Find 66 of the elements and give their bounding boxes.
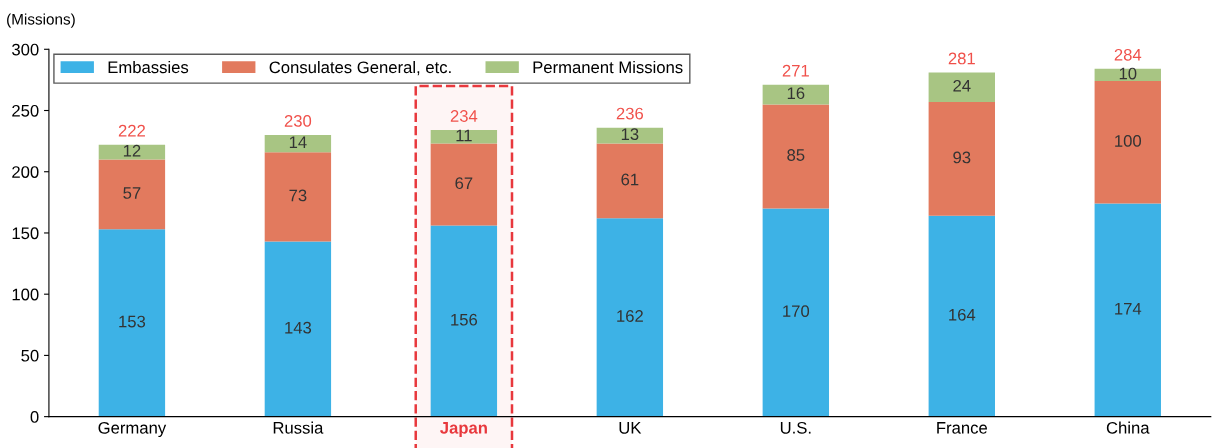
- data-label: 164: [949, 308, 976, 321]
- x-tick-label: U.S.: [780, 421, 811, 434]
- data-label: 100: [1115, 135, 1142, 147]
- bar: [762, 104, 830, 209]
- bar: [264, 135, 332, 153]
- bar: [98, 229, 166, 417]
- y-tick-label: 200: [12, 166, 39, 178]
- legend-label: Embassies: [108, 60, 189, 74]
- y-tick-label: 100: [12, 288, 39, 301]
- total-label: 236: [616, 107, 644, 120]
- data-label: 67: [455, 177, 473, 190]
- y-tick-label: 0: [30, 411, 39, 423]
- data-label: 174: [1115, 302, 1142, 315]
- data-label: 12: [123, 144, 141, 157]
- bar: [1094, 68, 1161, 82]
- bar: [264, 152, 332, 242]
- bar: [596, 127, 664, 144]
- bar: [1094, 81, 1161, 204]
- y-axis-title: (Missions): [7, 13, 75, 28]
- x-tick-label: UK: [619, 422, 642, 434]
- legend-label: Consulates General, etc.: [269, 60, 451, 76]
- bar: [98, 159, 166, 230]
- data-label: 143: [285, 321, 312, 334]
- bar: [928, 101, 995, 216]
- bar: [928, 72, 995, 102]
- x-tick-label: Germany: [98, 421, 167, 438]
- x-tick-label: Russia: [273, 421, 324, 434]
- bar: [430, 143, 498, 226]
- data-label: 57: [123, 187, 141, 199]
- bar: [762, 208, 830, 417]
- total-label: 284: [1114, 48, 1142, 61]
- data-label: 156: [451, 313, 478, 326]
- bar: [762, 84, 830, 105]
- data-label: 10: [1119, 67, 1137, 80]
- data-label: 85: [787, 149, 805, 161]
- y-tick-label: 150: [12, 227, 39, 240]
- x-tick-label: China: [1106, 421, 1150, 434]
- data-label: 11: [456, 129, 472, 142]
- x-tick-label: France: [937, 422, 987, 434]
- data-label: 61: [621, 173, 639, 186]
- data-label: 13: [621, 128, 639, 141]
- legend-label: Permanent Missions: [533, 60, 683, 74]
- bar: [264, 241, 332, 417]
- total-label: 234: [450, 110, 478, 122]
- bar: [430, 225, 498, 417]
- data-label: 170: [783, 305, 810, 318]
- data-label: 73: [289, 189, 307, 202]
- bar: [928, 215, 995, 417]
- data-label: 93: [953, 151, 971, 164]
- x-tick-label: Japan: [440, 422, 487, 438]
- bar: [596, 143, 664, 219]
- y-tick-label: 300: [12, 43, 39, 56]
- total-label: 271: [782, 64, 809, 77]
- total-label: 230: [284, 115, 312, 127]
- data-label: 162: [617, 310, 643, 322]
- data-label: 24: [953, 79, 971, 92]
- total-label: 281: [948, 52, 975, 65]
- y-tick-label: 250: [12, 104, 39, 117]
- data-label: 14: [289, 136, 307, 148]
- bar: [430, 130, 498, 144]
- y-tick-label: 50: [21, 349, 39, 362]
- data-label: 153: [119, 315, 146, 328]
- data-label: 16: [787, 87, 805, 100]
- bar: [1094, 203, 1161, 417]
- bar: [596, 218, 664, 417]
- total-label: 222: [118, 124, 145, 137]
